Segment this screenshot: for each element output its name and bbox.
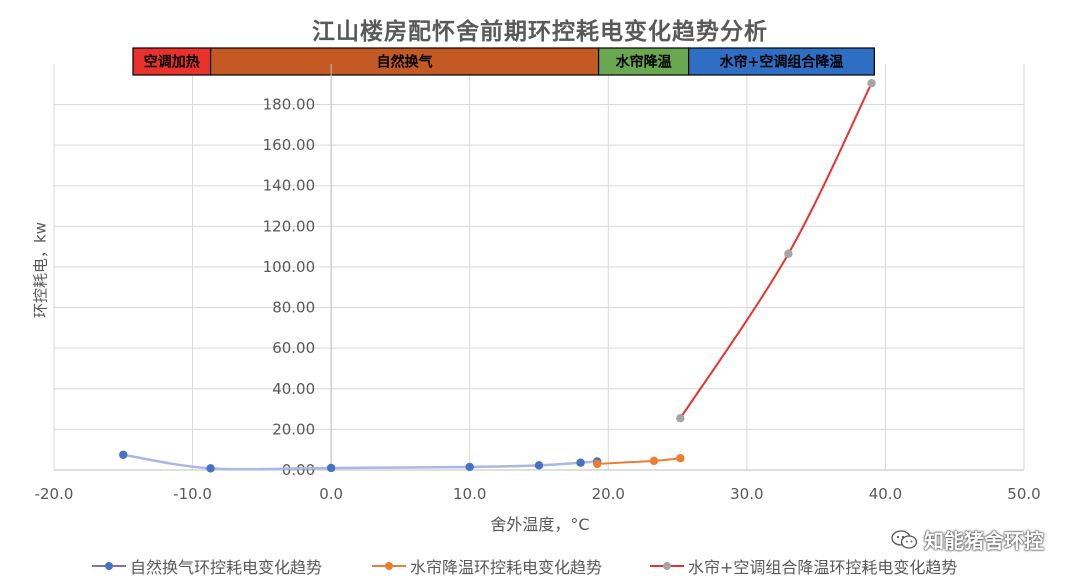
y-tick-label: 60.00 bbox=[272, 339, 315, 357]
series-line bbox=[597, 457, 681, 465]
phase-label: 水帘降温 bbox=[616, 54, 672, 71]
y-axis-label: 环控耗电，kw bbox=[31, 222, 50, 318]
legend-label: 自然换气环控耗电变化趋势 bbox=[130, 558, 323, 577]
data-point bbox=[784, 249, 793, 258]
legend-swatch bbox=[650, 559, 684, 573]
phase-label: 自然换气 bbox=[377, 54, 433, 71]
x-tick-label: 40.0 bbox=[869, 485, 902, 503]
legend-marker bbox=[105, 562, 113, 570]
tick-labels: 0.00 20.00 40.00 60.00 80.00 100.00 120.00 140.… bbox=[35, 96, 1041, 504]
chart-title: 江山楼房配怀舍前期环控耗电变化趋势分析 bbox=[312, 19, 768, 45]
data-point bbox=[119, 450, 128, 459]
series-line bbox=[123, 453, 598, 471]
y-tick-label: 80.00 bbox=[272, 299, 315, 317]
axes bbox=[54, 64, 1024, 471]
data-point bbox=[465, 462, 474, 472]
data-point bbox=[534, 461, 544, 470]
watermark-text: 知能猪舍环控 bbox=[924, 529, 1044, 553]
legend-item-wet-curtain[interactable]: 水帘降温环控耗电变化趋势 bbox=[372, 554, 602, 578]
data-point bbox=[676, 414, 685, 423]
phase-segment bbox=[597, 47, 690, 76]
y-tick-label: 140.00 bbox=[263, 177, 316, 195]
data-point bbox=[593, 459, 602, 469]
grid-lines bbox=[53, 64, 1025, 470]
y-tick-label: 0.00 bbox=[282, 461, 315, 479]
phase-label: 空调加热 bbox=[144, 54, 200, 71]
data-point bbox=[649, 456, 659, 466]
series-line bbox=[679, 82, 873, 419]
series-layer bbox=[119, 78, 876, 473]
phase-segment bbox=[132, 47, 212, 76]
phase-label: 水帘+空调组合降温 bbox=[720, 54, 844, 71]
y-tick-label: 100.00 bbox=[263, 258, 316, 276]
data-point bbox=[676, 454, 685, 463]
x-tick-label: 10.0 bbox=[453, 485, 486, 503]
x-tick-label: 0.0 bbox=[319, 485, 343, 503]
watermark: 知能猪舍环控 bbox=[890, 525, 1044, 554]
data-point bbox=[326, 463, 336, 473]
legend: 自然换气环控耗电变化趋势 水帘降温环控耗电变化趋势 水帘+空调组合降温环控耗电变… bbox=[0, 554, 1080, 580]
y-tick-label: 160.00 bbox=[263, 136, 316, 154]
y-tick-label: 120.00 bbox=[263, 217, 316, 235]
legend-item-natural-ventilation[interactable]: 自然换气环控耗电变化趋势 bbox=[92, 554, 322, 578]
legend-label: 水帘降温环控耗电变化趋势 bbox=[410, 558, 603, 577]
x-axis-label: 舍外温度，°C bbox=[490, 515, 590, 534]
x-tick-label: 20.0 bbox=[592, 485, 625, 503]
data-point bbox=[867, 78, 876, 88]
x-tick-label: 50.0 bbox=[1007, 485, 1040, 503]
x-tick-label: -20.0 bbox=[35, 485, 74, 503]
x-tick-label: -10.0 bbox=[173, 485, 212, 503]
legend-marker bbox=[663, 562, 671, 570]
wechat-icon bbox=[891, 529, 918, 549]
y-tick-label: 40.00 bbox=[272, 380, 315, 398]
legend-marker bbox=[385, 562, 393, 570]
y-tick-label: 180.00 bbox=[263, 96, 316, 114]
legend-swatch bbox=[92, 559, 126, 573]
data-point bbox=[576, 458, 585, 467]
y-tick-label: 20.00 bbox=[272, 420, 315, 438]
legend-item-combined-cooling[interactable]: 水帘+空调组合降温环控耗电变化趋势 bbox=[650, 554, 957, 578]
data-point bbox=[206, 464, 215, 473]
phase-bar: 空调加热 自然换气 水帘降温 水帘+空调组合降温 bbox=[132, 47, 875, 76]
phase-segment bbox=[688, 47, 875, 76]
x-tick-label: 30.0 bbox=[730, 485, 763, 503]
legend-label: 水帘+空调组合降温环控耗电变化趋势 bbox=[688, 558, 958, 577]
legend-swatch bbox=[372, 559, 406, 573]
